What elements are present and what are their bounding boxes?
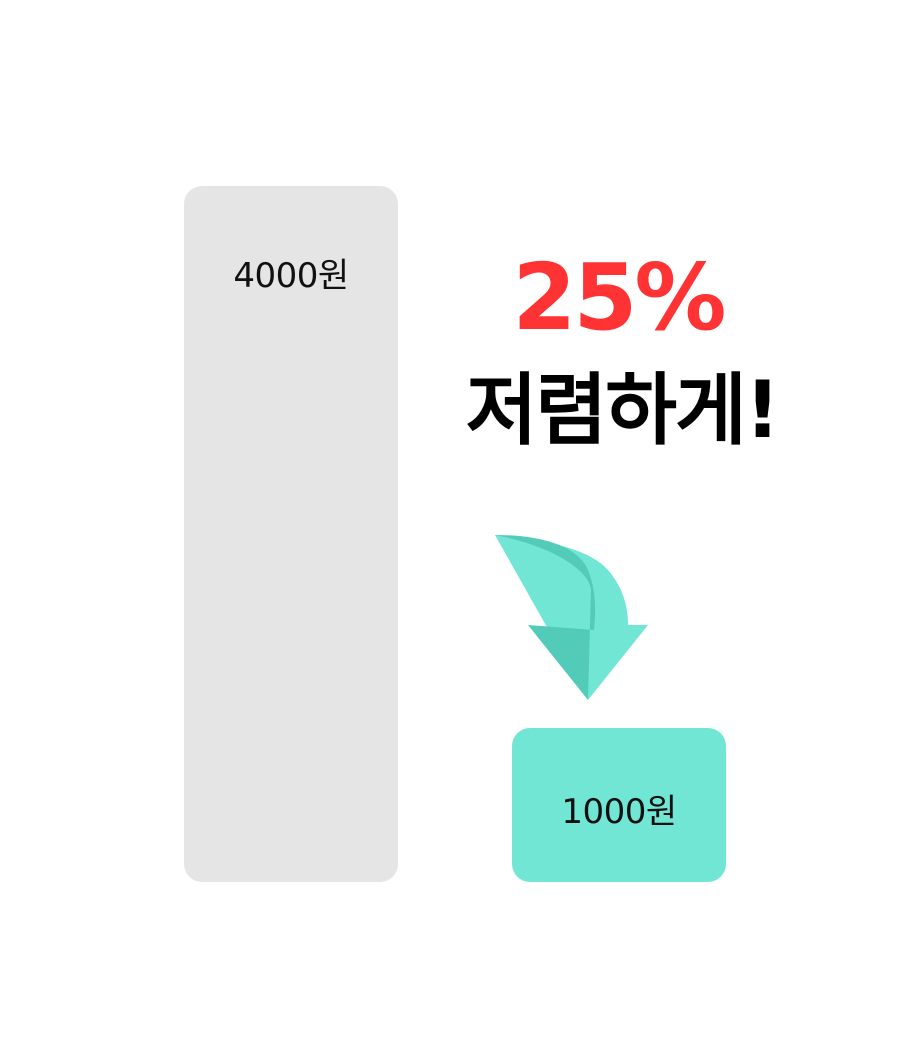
bar-label-1: 1000원 (561, 792, 677, 832)
bar-0: 4000원 (184, 186, 398, 882)
curved-down-arrow-icon (495, 535, 648, 700)
discount-percent: 25% (512, 244, 726, 351)
bar-label-0: 4000원 (233, 256, 349, 296)
arrow-dark-face (495, 535, 596, 700)
arrow-light-face (495, 535, 648, 700)
discount-headline: 저렴하게! (465, 366, 781, 456)
bar-1: 1000원 (512, 728, 726, 882)
